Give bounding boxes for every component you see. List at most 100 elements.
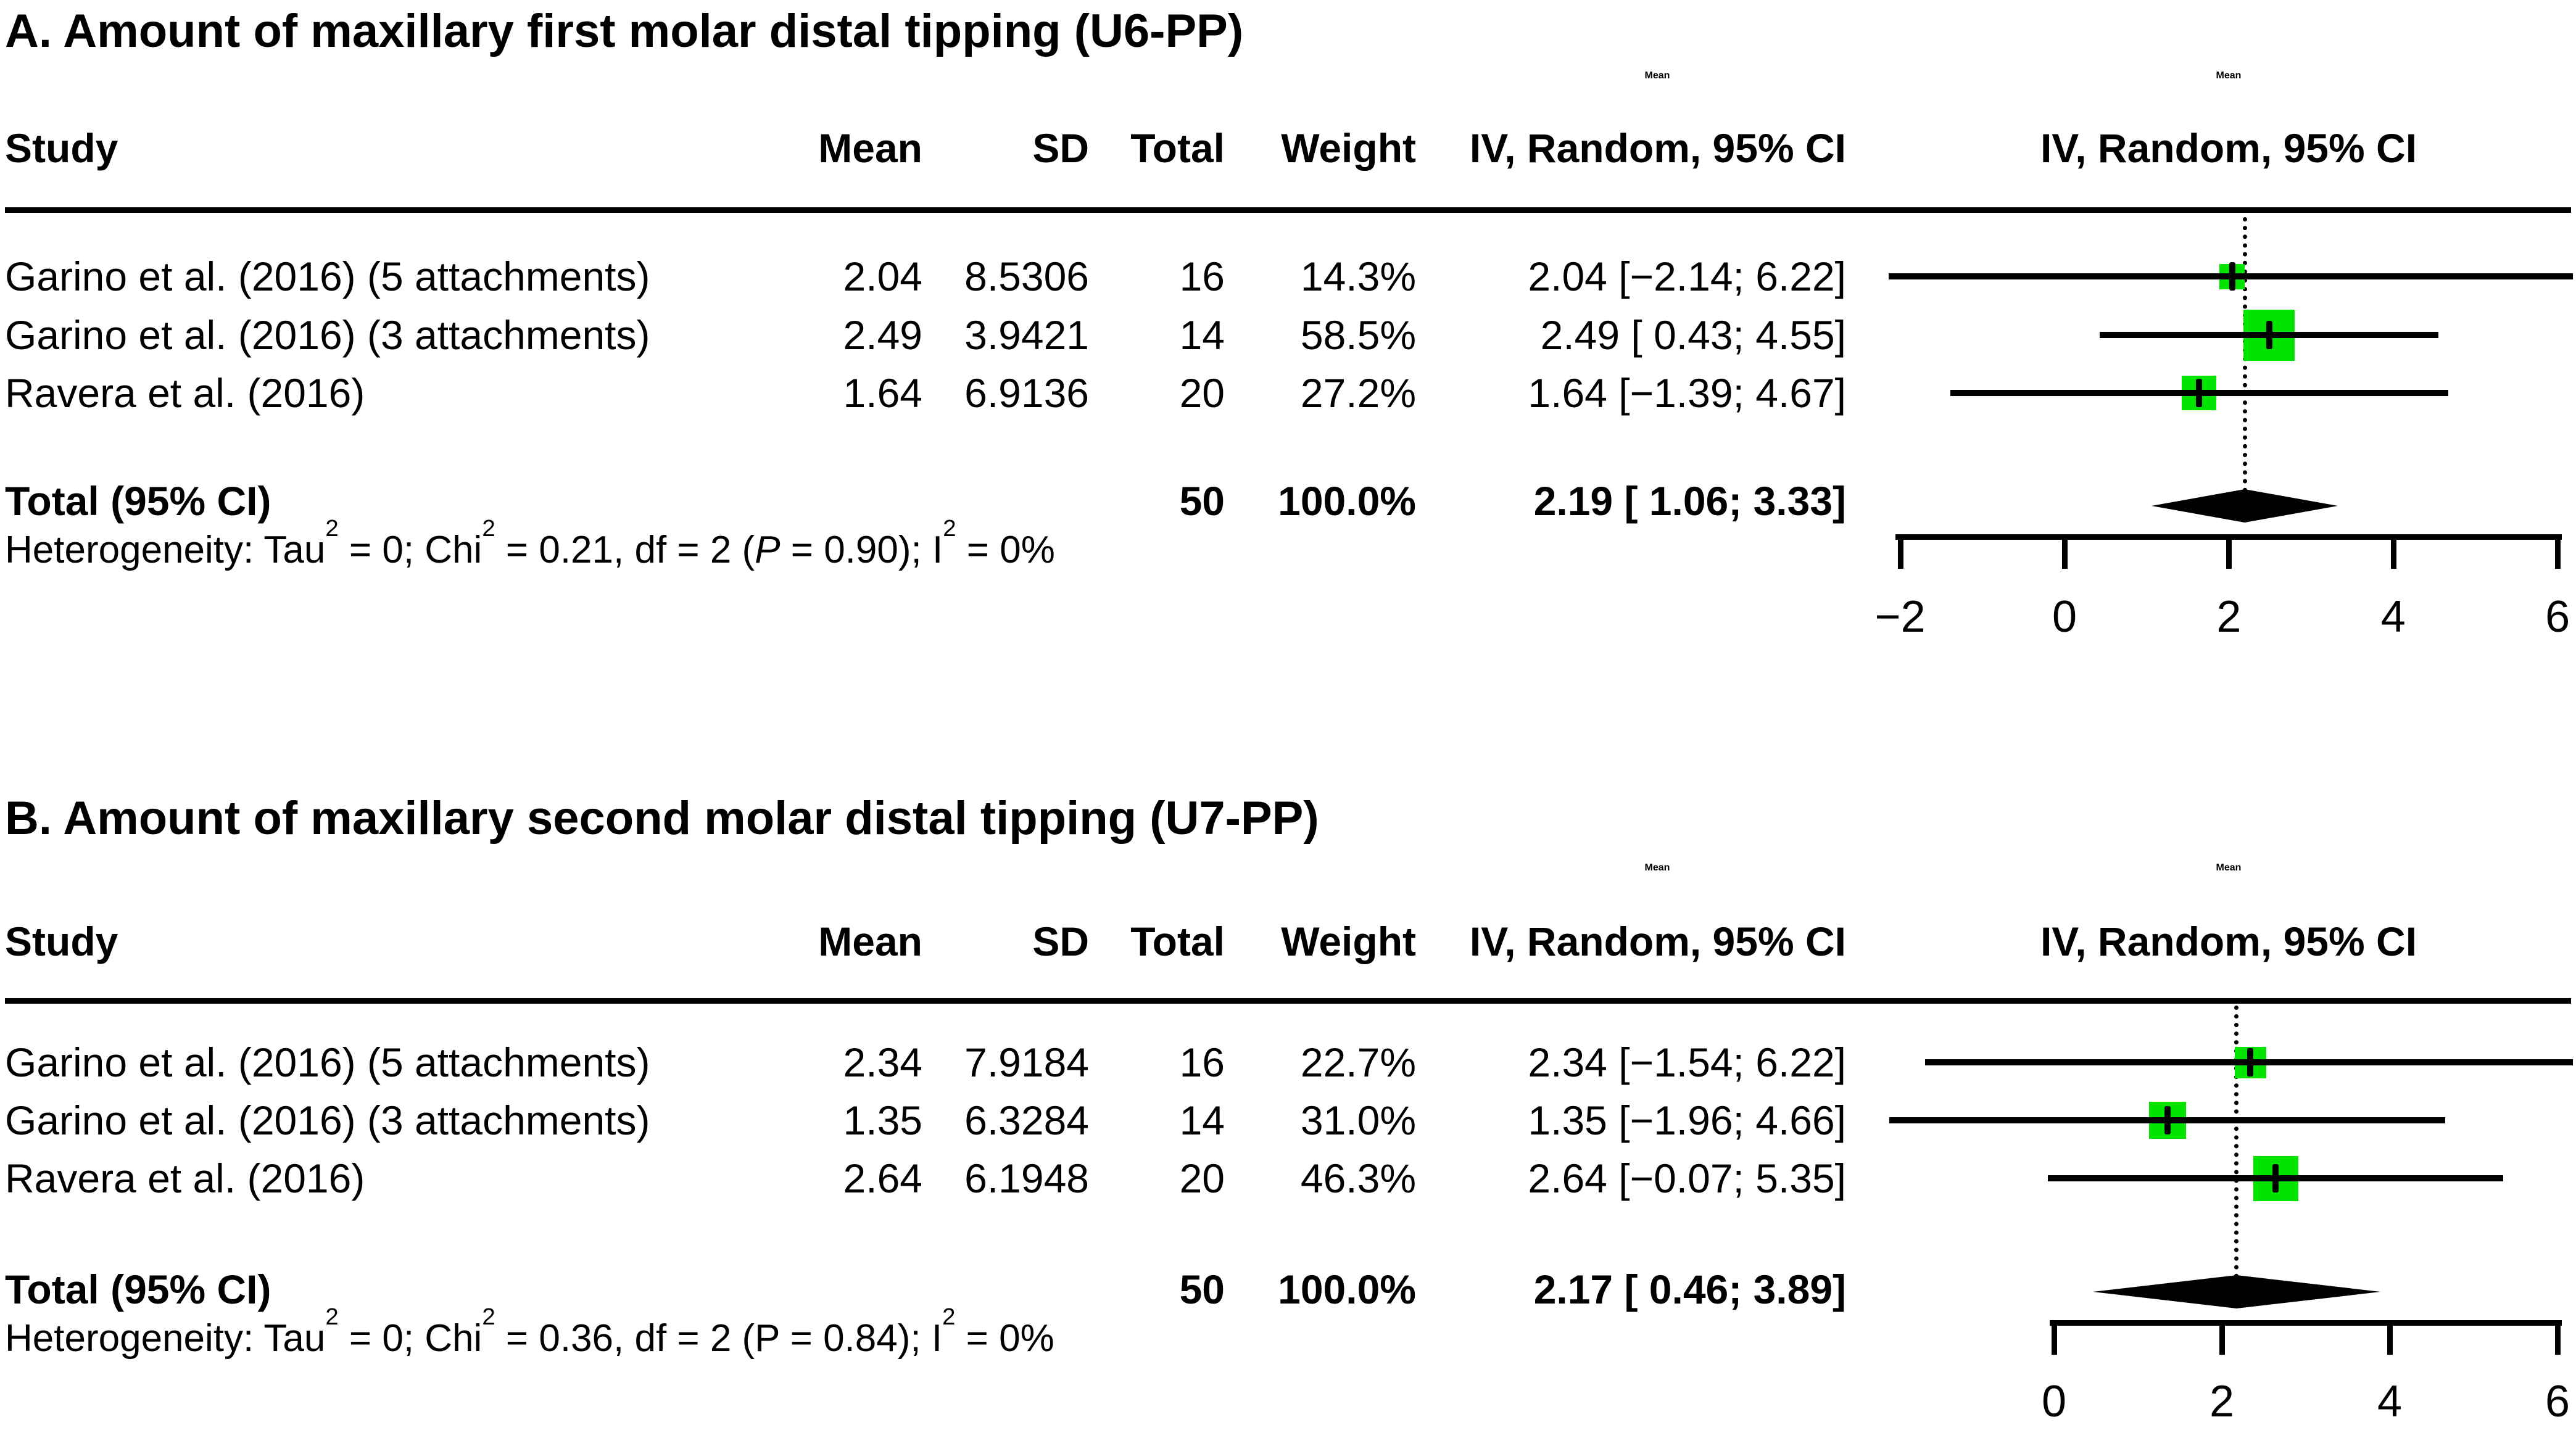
axis-tick-label: 0 <box>2052 592 2077 642</box>
total-value: 16 <box>1179 254 1225 299</box>
weight-value: 58.5% <box>1300 312 1416 358</box>
panel-a-header-group-row: Mean Mean <box>0 70 2576 117</box>
effect-ci-text: 1.35 [−1.96; 4.66] <box>1528 1097 1846 1143</box>
x-axis <box>2050 1320 2562 1326</box>
study-label: Ravera et al. (2016) <box>5 1155 365 1201</box>
study-row: Garino et al. (2016) (3 attachments) 1.3… <box>0 1097 2576 1144</box>
mean-value: 2.49 <box>843 312 922 358</box>
axis-tick <box>2390 534 2396 569</box>
mean-tick <box>2266 321 2272 349</box>
col-header-total: Total <box>1130 125 1225 171</box>
axis-tick <box>2555 1320 2561 1355</box>
axis-tick-label: 4 <box>2380 592 2406 642</box>
panel-b-title: B. Amount of maxillary second molar dist… <box>5 792 1319 845</box>
weight-value: 46.3% <box>1300 1155 1416 1201</box>
axis-tick-label: 6 <box>2545 592 2570 642</box>
total-value: 16 <box>1179 1039 1225 1085</box>
col-header-mean: Mean <box>818 125 922 171</box>
total-value: 20 <box>1179 370 1225 416</box>
weight-value: 14.3% <box>1300 254 1416 299</box>
axis-tick-label: −2 <box>1874 592 1926 642</box>
pooled-total-row: Total (95% CI) 50 100.0% 2.19 [ 1.06; 3.… <box>0 477 2576 524</box>
col-header-sd: SD <box>1032 919 1089 964</box>
axis-tick <box>2555 534 2561 569</box>
sd-value: 6.3284 <box>964 1097 1089 1143</box>
axis-tick-label: 2 <box>2216 592 2242 642</box>
pooled-effect-ci-text: 2.17 [ 0.46; 3.89] <box>1533 1267 1846 1312</box>
axis-tick <box>1897 534 1903 569</box>
panel-b-header-row: Study Mean SD Total Weight IV, Random, 9… <box>0 918 2576 965</box>
study-label: Garino et al. (2016) (3 attachments) <box>5 312 650 358</box>
mean-value: 2.34 <box>843 1039 922 1085</box>
sd-value: 6.9136 <box>964 370 1089 416</box>
col-header-study: Study <box>5 125 118 171</box>
col-header-plot-ci: IV, Random, 95% CI <box>2040 125 2417 171</box>
plot-column-group-label: Mean <box>2216 70 2242 81</box>
weight-value: 22.7% <box>1300 1039 1416 1085</box>
col-header-effect-ci: IV, Random, 95% CI <box>1469 125 1846 171</box>
study-row: Garino et al. (2016) (3 attachments) 2.4… <box>0 312 2576 358</box>
axis-tick <box>2387 1320 2393 1355</box>
mean-value: 2.04 <box>843 254 922 299</box>
axis-tick-label: 2 <box>2209 1377 2235 1426</box>
sd-value: 6.1948 <box>964 1155 1089 1201</box>
pooled-total: 50 <box>1179 1267 1225 1312</box>
mean-tick <box>2196 379 2203 407</box>
axis-tick <box>2052 1320 2057 1355</box>
total-value: 14 <box>1179 1097 1225 1143</box>
header-rule <box>5 207 2571 213</box>
pooled-label: Total (95% CI) <box>5 1267 271 1312</box>
mean-tick <box>2164 1106 2171 1134</box>
mean-value: 2.64 <box>843 1155 922 1201</box>
pooled-total-row: Total (95% CI) 50 100.0% 2.17 [ 0.46; 3.… <box>0 1266 2576 1313</box>
heterogeneity-note: Heterogeneity: Tau2 = 0; Chi2 = 0.36, df… <box>5 1304 1054 1360</box>
study-row: Garino et al. (2016) (5 attachments) 2.0… <box>0 253 2576 300</box>
pooled-effect-ci-text: 2.19 [ 1.06; 3.33] <box>1533 478 1846 524</box>
pooled-label: Total (95% CI) <box>5 478 271 524</box>
study-row: Ravera et al. (2016) 1.64 6.9136 20 27.2… <box>0 370 2576 416</box>
weight-value: 31.0% <box>1300 1097 1416 1143</box>
axis-tick-label: 6 <box>2545 1377 2570 1426</box>
col-header-weight: Weight <box>1281 125 1416 171</box>
pooled-weight: 100.0% <box>1278 1267 1416 1312</box>
plot-column-group-label: Mean <box>2216 862 2242 873</box>
total-value: 20 <box>1179 1155 1225 1201</box>
axis-tick-label: 4 <box>2377 1377 2403 1426</box>
panel-a-title: A. Amount of maxillary first molar dista… <box>5 5 1244 57</box>
panel-a-header-row: Study Mean SD Total Weight IV, Random, 9… <box>0 125 2576 171</box>
study-label: Garino et al. (2016) (3 attachments) <box>5 1097 650 1143</box>
sd-value: 7.9184 <box>964 1039 1089 1085</box>
col-header-sd: SD <box>1032 125 1089 171</box>
header-rule <box>5 998 2571 1004</box>
col-header-plot-ci: IV, Random, 95% CI <box>2040 919 2417 964</box>
study-row: Ravera et al. (2016) 2.64 6.1948 20 46.3… <box>0 1155 2576 1202</box>
col-header-total: Total <box>1130 919 1225 964</box>
effect-ci-text: 1.64 [−1.39; 4.67] <box>1528 370 1846 416</box>
sd-value: 8.5306 <box>964 254 1089 299</box>
panel-b-header-group-row: Mean Mean <box>0 862 2576 909</box>
study-label: Garino et al. (2016) (5 attachments) <box>5 254 650 299</box>
mean-value: 1.35 <box>843 1097 922 1143</box>
mean-tick <box>2229 262 2235 291</box>
heterogeneity-note: Heterogeneity: Tau2 = 0; Chi2 = 0.21, df… <box>5 515 1055 571</box>
axis-tick <box>2062 534 2068 569</box>
mean-tick <box>2247 1048 2254 1076</box>
pooled-weight: 100.0% <box>1278 478 1416 524</box>
col-header-effect-ci: IV, Random, 95% CI <box>1469 919 1846 964</box>
overall-dotted-line <box>2234 1006 2239 1278</box>
effect-ci-text: 2.64 [−0.07; 5.35] <box>1528 1155 1846 1201</box>
col-header-study: Study <box>5 919 118 964</box>
weight-value: 27.2% <box>1300 370 1416 416</box>
axis-tick <box>2219 1320 2225 1355</box>
effect-column-group-label: Mean <box>1644 862 1670 873</box>
effect-ci-text: 2.04 [−2.14; 6.22] <box>1528 254 1846 299</box>
mean-tick <box>2272 1164 2279 1192</box>
study-row: Garino et al. (2016) (5 attachments) 2.3… <box>0 1039 2576 1086</box>
sd-value: 3.9421 <box>964 312 1089 358</box>
pooled-diamond <box>2151 489 2338 523</box>
col-header-weight: Weight <box>1281 919 1416 964</box>
study-label: Garino et al. (2016) (5 attachments) <box>5 1039 650 1085</box>
col-header-mean: Mean <box>818 919 922 964</box>
study-label: Ravera et al. (2016) <box>5 370 365 416</box>
